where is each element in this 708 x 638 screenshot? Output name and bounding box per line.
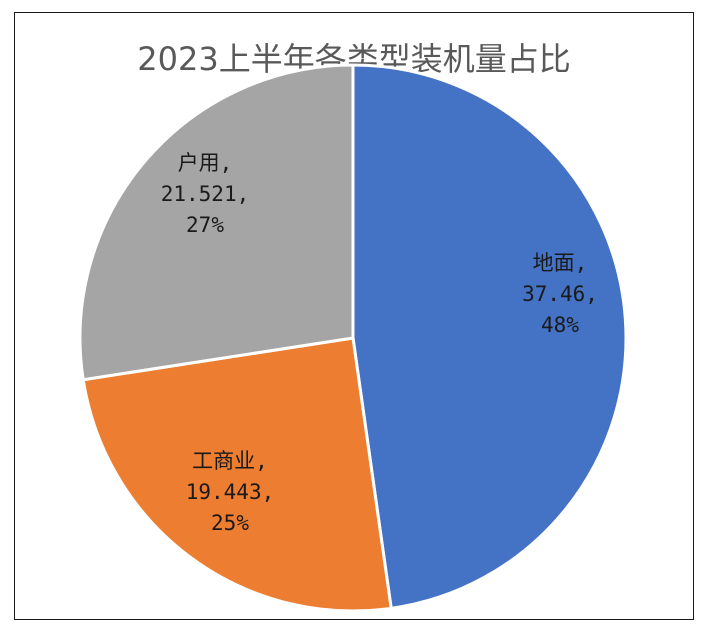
- data-label-2-line-1: 21.521,: [161, 182, 250, 206]
- data-label-1-line-1: 19.443,: [186, 480, 275, 504]
- data-label-0-line-2: 48%: [541, 313, 579, 337]
- data-label-1-line-0: 工商业,: [192, 449, 268, 473]
- pie-slice-1: [81, 336, 393, 613]
- data-label-0-line-0: 地面,: [533, 251, 588, 275]
- pie-slice-0: [351, 63, 628, 610]
- data-label-1-line-2: 25%: [211, 511, 249, 535]
- data-label-0-line-1: 37.46,: [522, 282, 598, 306]
- pie-slice-2: [78, 63, 355, 382]
- data-label-2-line-0: 户用,: [178, 151, 233, 175]
- data-label-2-line-2: 27%: [186, 213, 224, 237]
